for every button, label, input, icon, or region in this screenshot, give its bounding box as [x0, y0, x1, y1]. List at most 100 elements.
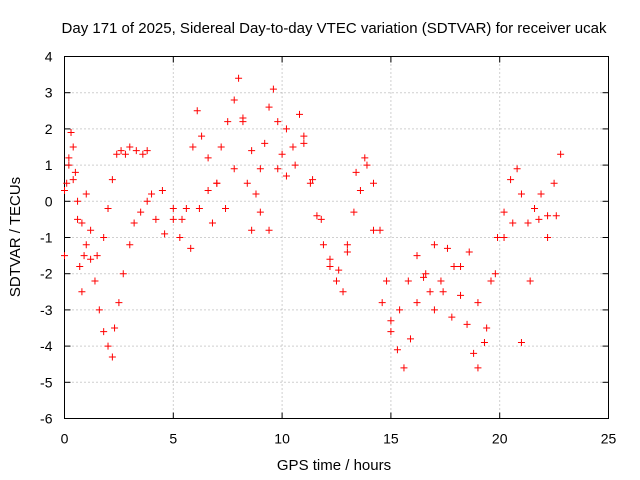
data-point: [535, 215, 543, 223]
data-point: [139, 150, 147, 158]
data-point: [137, 208, 145, 216]
data-point: [313, 212, 321, 220]
data-point: [95, 306, 103, 314]
data-point: [63, 179, 71, 187]
data-point: [61, 186, 68, 194]
y-tick-label: 0: [45, 193, 53, 209]
data-point: [169, 205, 177, 213]
x-axis: 0 5 10 15 20 25: [61, 56, 617, 447]
data-point: [261, 139, 269, 147]
data-point: [470, 349, 478, 357]
y-tick-label: 4: [45, 49, 53, 65]
y-axis-label: SDTVAR / TECUs: [7, 177, 24, 297]
data-point: [239, 114, 247, 122]
y-tick-label: -6: [40, 411, 53, 427]
data-point: [132, 147, 140, 155]
data-point: [352, 168, 360, 176]
data-point: [189, 143, 197, 151]
grid-lines: [64, 56, 609, 419]
data-point: [161, 230, 169, 238]
data-point: [422, 270, 430, 278]
data-point: [230, 96, 238, 104]
data-point: [448, 313, 456, 321]
data-point: [439, 288, 447, 296]
data-point: [557, 150, 565, 158]
y-tick-label: 2: [45, 121, 53, 137]
data-point: [61, 252, 68, 260]
y-tick-label: -3: [40, 302, 53, 318]
data-point: [306, 179, 314, 187]
y-tick-label: 3: [45, 85, 53, 101]
data-point: [430, 241, 438, 249]
data-point: [76, 262, 84, 270]
data-point: [296, 110, 304, 118]
data-point: [363, 161, 371, 169]
data-point: [104, 342, 112, 350]
data-point: [71, 168, 79, 176]
data-point: [537, 190, 545, 198]
data-point: [413, 299, 421, 307]
y-tick-label: -2: [40, 266, 53, 282]
data-point: [265, 226, 273, 234]
data-point: [406, 335, 414, 343]
data-point: [291, 161, 299, 169]
data-point: [217, 143, 225, 151]
x-tick-label: 10: [274, 431, 290, 447]
data-point: [243, 179, 251, 187]
data-point: [93, 252, 101, 260]
data-point: [80, 252, 88, 260]
data-point: [500, 208, 508, 216]
data-point: [143, 147, 151, 155]
y-tick-label: -5: [40, 374, 53, 390]
data-point: [248, 147, 256, 155]
data-point: [474, 299, 482, 307]
data-point: [119, 270, 127, 278]
y-axis: -6 -5 -4 -3 -2 -1 0 1 2 3 4: [40, 49, 609, 427]
data-point: [404, 277, 412, 285]
data-point: [317, 215, 325, 223]
data-point: [113, 150, 121, 158]
data-point: [350, 208, 358, 216]
data-point: [104, 205, 112, 213]
data-point: [74, 215, 82, 223]
data-point: [143, 197, 151, 205]
data-point: [356, 186, 364, 194]
data-point: [343, 248, 351, 256]
data-point: [78, 219, 86, 227]
data-point: [169, 215, 177, 223]
data-point: [552, 212, 560, 220]
x-tick-label: 25: [601, 431, 617, 447]
data-point: [274, 118, 282, 126]
data-point: [278, 150, 286, 158]
data-point: [387, 328, 395, 336]
data-point: [396, 306, 404, 314]
data-point: [230, 165, 238, 173]
data-point: [222, 205, 230, 213]
data-point: [282, 125, 290, 133]
data-point: [369, 226, 377, 234]
data-point: [208, 219, 216, 227]
data-point: [326, 262, 334, 270]
data-point: [450, 262, 458, 270]
data-point: [400, 364, 408, 372]
data-point: [78, 288, 86, 296]
data-point: [513, 165, 521, 173]
data-point: [274, 165, 282, 173]
y-tick-label: -1: [40, 230, 53, 246]
data-point: [65, 154, 73, 162]
data-point: [339, 288, 347, 296]
data-point: [252, 190, 260, 198]
data-point: [509, 219, 517, 227]
data-point: [343, 241, 351, 249]
data-point: [82, 190, 90, 198]
data-point: [108, 353, 116, 361]
data-point: [517, 190, 525, 198]
data-point: [111, 324, 119, 332]
data-point: [67, 129, 75, 137]
data-point: [213, 179, 221, 187]
data-point: [256, 165, 264, 173]
data-point: [319, 241, 327, 249]
data-point: [474, 364, 482, 372]
data-point: [387, 317, 395, 325]
data-point: [465, 248, 473, 256]
